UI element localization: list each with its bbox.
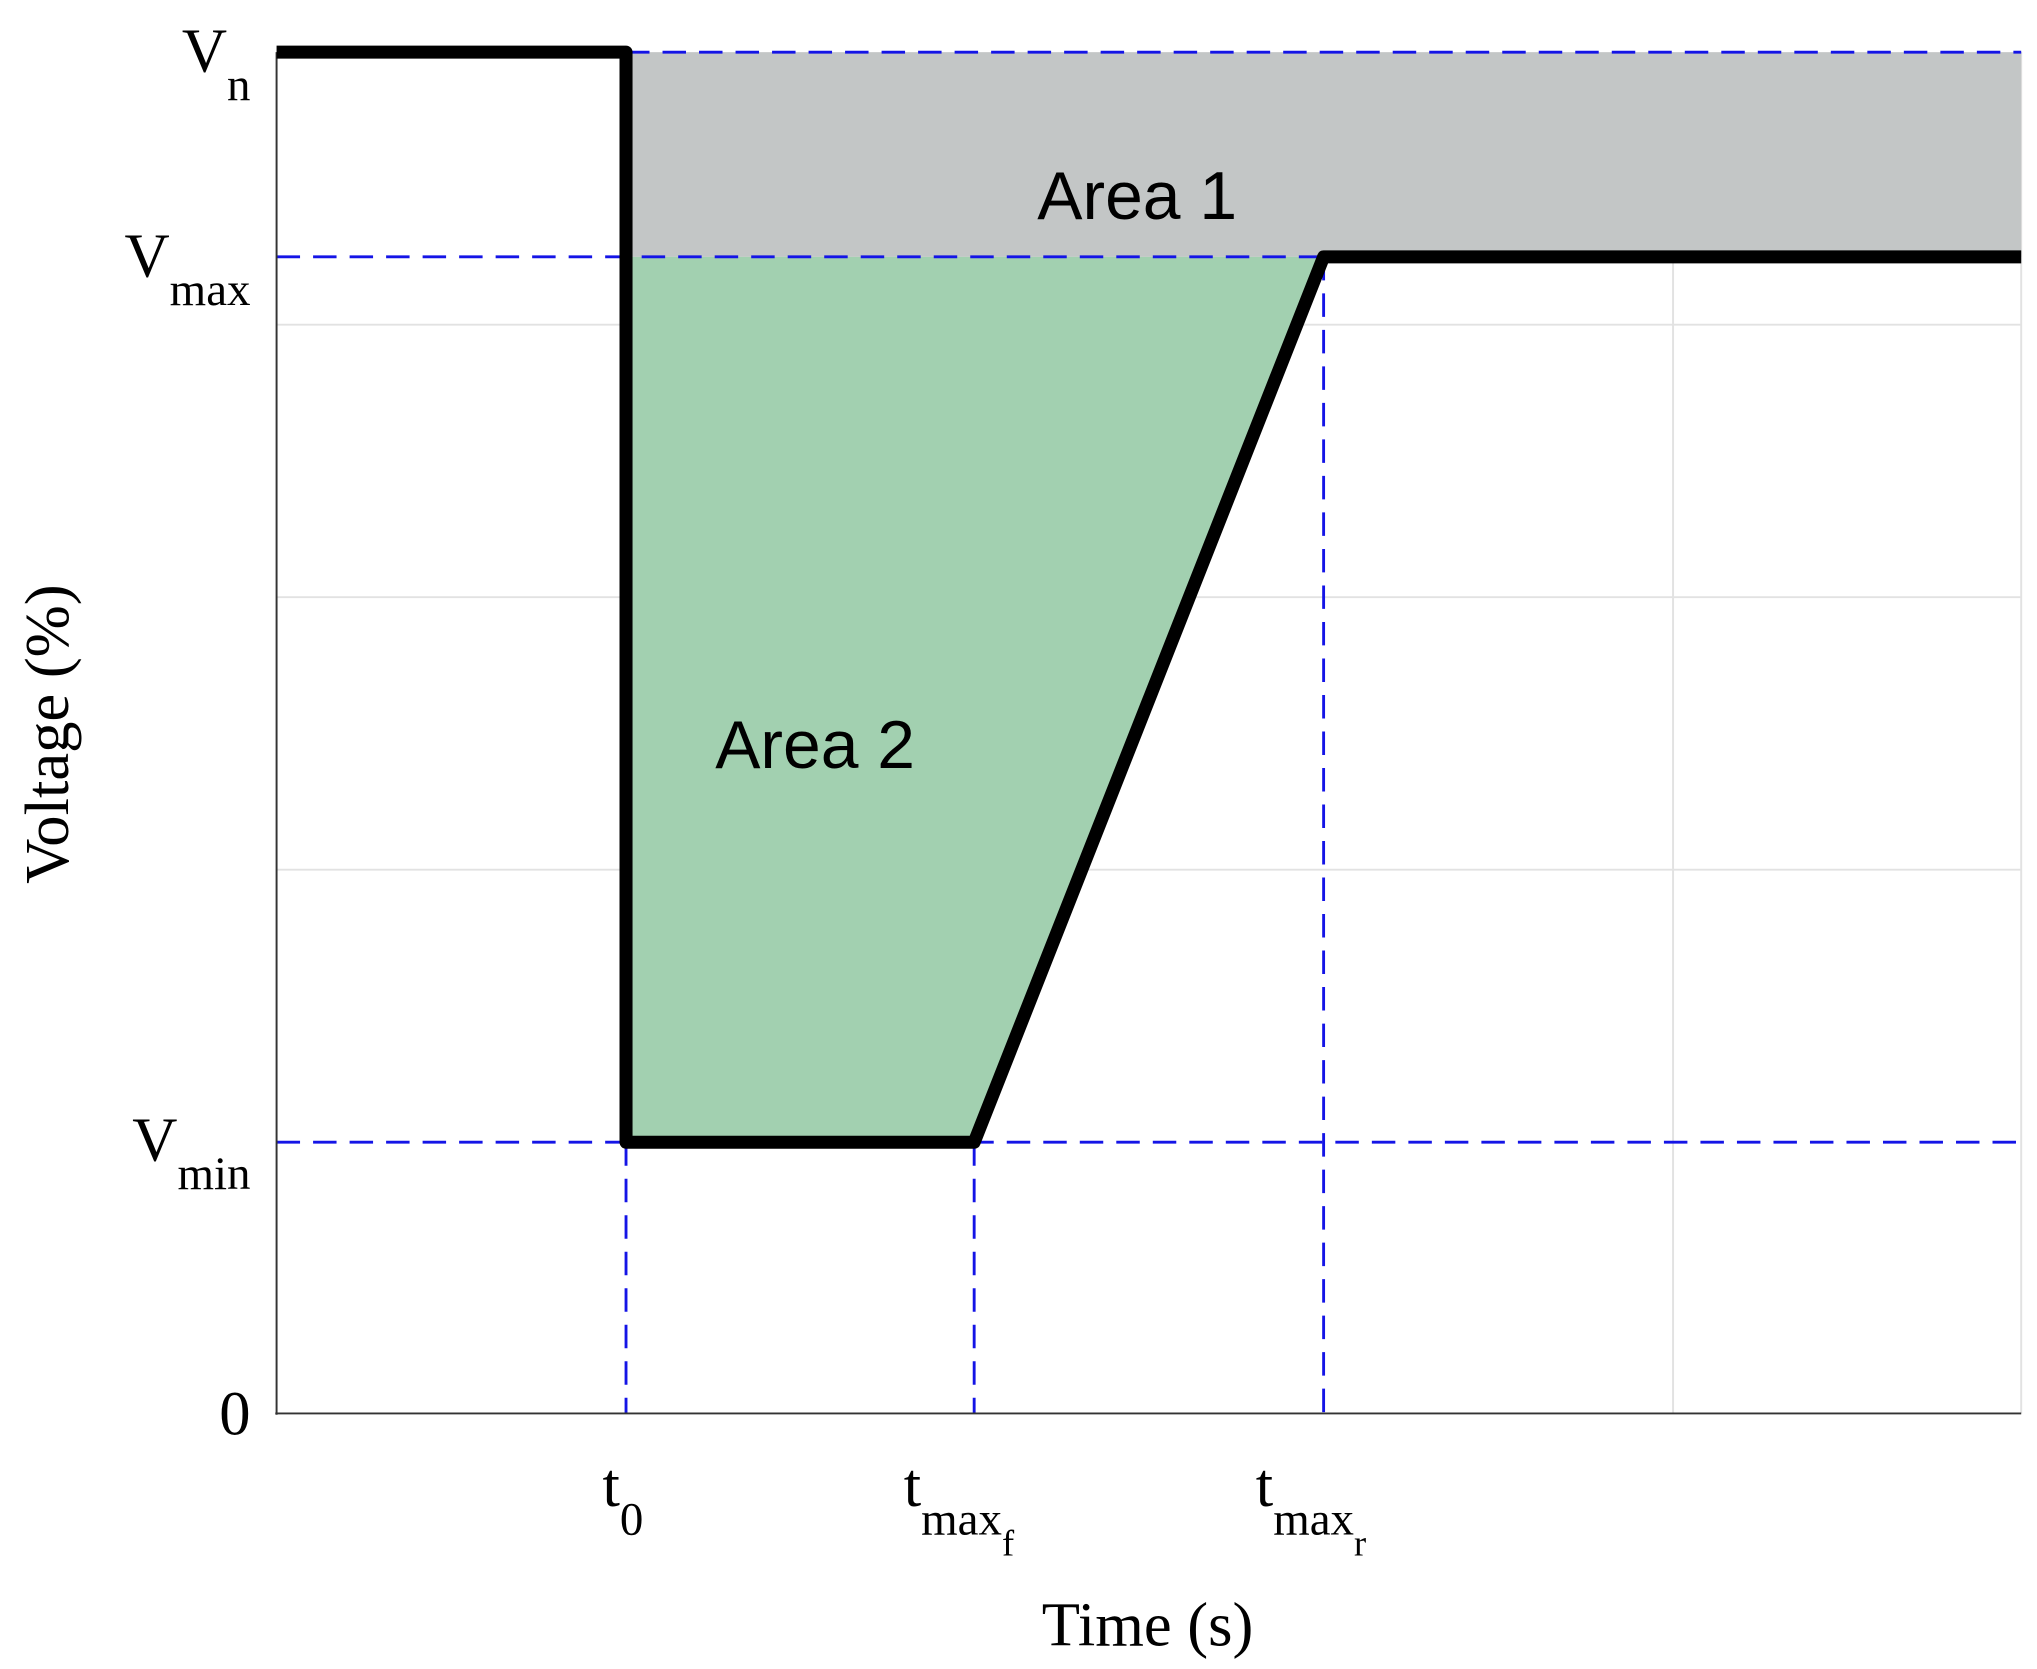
- tick-label: t0: [603, 1450, 644, 1546]
- annotation: Area 2: [715, 708, 915, 783]
- tick-label-part: 0: [219, 1378, 250, 1448]
- annotation: Area 1: [1037, 159, 1237, 234]
- tick-label-part: V: [182, 16, 227, 86]
- tick-label-part: f: [1002, 1523, 1015, 1564]
- tick-label: Vmin: [132, 1104, 250, 1200]
- tick-label-part: V: [124, 220, 169, 290]
- tick-label-part: max: [1273, 1494, 1354, 1546]
- tick-label: tmaxf: [904, 1450, 1015, 1564]
- tick-label-part: V: [132, 1104, 177, 1174]
- tick-label-part: 0: [620, 1494, 643, 1546]
- area-1: [626, 52, 2022, 257]
- tick-label-part: t: [603, 1450, 621, 1520]
- x-axis-label: Time (s): [1042, 1590, 1254, 1660]
- tick-label-part: t: [904, 1450, 922, 1520]
- tick-label: Vn: [182, 16, 251, 112]
- tick-label: 0: [219, 1378, 250, 1448]
- tick-label-part: t: [1256, 1450, 1274, 1520]
- tick-label: tmaxr: [1256, 1450, 1366, 1564]
- y-axis-label: Voltage (%): [12, 584, 82, 883]
- tick-label-part: r: [1354, 1523, 1366, 1564]
- tick-label-part: min: [177, 1148, 250, 1200]
- tick-label-part: n: [227, 59, 250, 111]
- tick-label-part: max: [921, 1494, 1002, 1546]
- tick-label: Vmax: [124, 220, 250, 316]
- area-2: [626, 256, 1324, 1143]
- voltage-profile: [276, 45, 2022, 1149]
- tick-label-part: max: [170, 264, 251, 316]
